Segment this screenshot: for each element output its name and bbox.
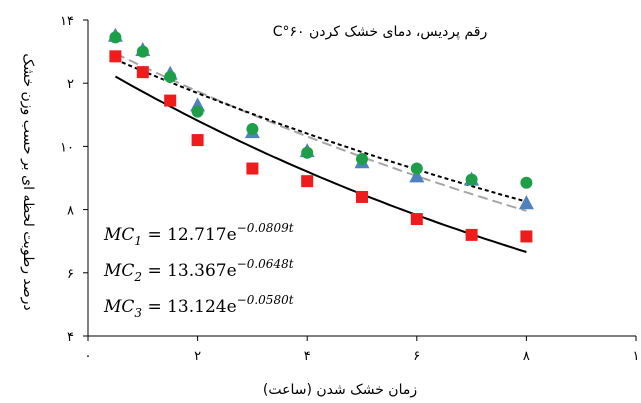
point-series-1 [356, 190, 368, 203]
point-series-1 [410, 213, 423, 226]
point-series-1 [520, 230, 533, 243]
fit-curve-3 [115, 58, 527, 203]
point-series-1 [136, 66, 149, 79]
fit-equation-3: MC3 = 13.124e−0.0580t [103, 293, 294, 320]
data-points [107, 27, 534, 243]
y-tick-label: ۸ [67, 204, 74, 219]
fit-curve-2 [114, 52, 527, 212]
point-series-1 [465, 228, 478, 241]
point-series-3 [164, 70, 177, 83]
y-axis-label: درصد رطوبت لحظه ای بر حسب وزن خشک [20, 53, 36, 310]
y-tick-label: ۱۴ [60, 14, 74, 29]
point-series-3 [191, 105, 204, 118]
y-tick-label: ۲ [67, 77, 74, 92]
y-tick-label: ۱۰ [60, 140, 74, 155]
chart-title: رقم پردیس، دمای خشک کردن ۶۰°C [273, 24, 488, 40]
point-series-1 [191, 134, 204, 147]
x-tick-label: ۰ [85, 349, 92, 364]
x-tick-label: ۸ [523, 349, 530, 364]
x-tick-label: ۲ [194, 349, 201, 364]
point-series-2 [518, 195, 534, 210]
point-series-3 [301, 146, 314, 159]
fit-equation-1: MC1 = 12.717e−0.0809t [103, 221, 294, 248]
fit-equations: MC1 = 12.717e−0.0809t MC2 = 13.367e−0.064… [103, 221, 294, 320]
fit-equation-2: MC2 = 13.367e−0.0648t [103, 257, 294, 284]
x-tick-label: ۶ [413, 349, 420, 364]
point-series-1 [109, 50, 122, 63]
point-series-3 [356, 153, 368, 166]
point-series-1 [246, 162, 259, 175]
point-series-3 [410, 162, 423, 175]
point-series-3 [136, 45, 149, 58]
fit-curve-1 [114, 75, 527, 253]
x-axis-label: زمان خشک شدن (ساعت) [263, 382, 417, 398]
fit-curves [114, 52, 527, 253]
x-tick-label: ۱ [633, 349, 640, 364]
point-series-3 [520, 176, 533, 189]
y-tick-label: ۴ [67, 330, 74, 345]
point-series-3 [465, 173, 478, 186]
point-series-3 [246, 123, 259, 136]
x-tick-label: ۴ [304, 349, 311, 364]
point-series-1 [164, 94, 177, 107]
y-tick-label: ۶ [67, 267, 74, 282]
point-series-3 [109, 31, 122, 44]
point-series-2 [409, 168, 425, 183]
point-series-1 [301, 175, 314, 188]
